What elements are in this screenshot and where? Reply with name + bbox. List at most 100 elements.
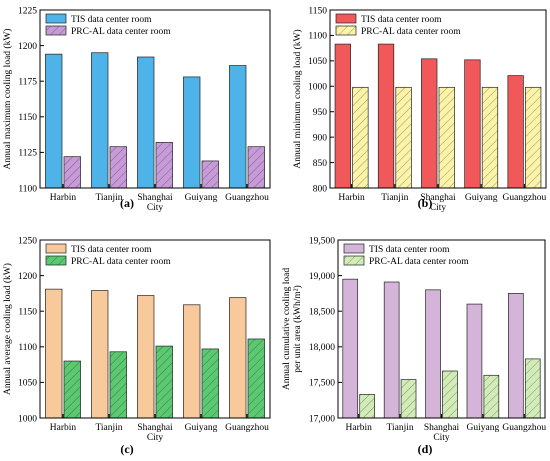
bar-d-s0-2 <box>425 289 441 419</box>
x-tick-label: Guiyang <box>185 423 218 433</box>
y-tick-label: 1125 <box>18 149 37 159</box>
plot-frame <box>39 9 271 189</box>
chart-c: 1000 1050 1100 1150 1200 1250 Harbin Tianjin Sha… <box>2 236 271 456</box>
bar-b-s0-0 <box>334 43 351 189</box>
chart-d: 17,000 17,500 18,000 18,500 19,000 19,500 Harb… <box>282 236 546 456</box>
x-tick-label: Harbin <box>338 193 365 203</box>
y-tick-label: 1050 <box>308 57 327 67</box>
x-tick-label: Tianjin <box>381 193 408 203</box>
bar-a-s0-2 <box>137 56 155 189</box>
x-tick-label: Guangzhou <box>225 423 269 433</box>
x-tick-label: Tianjin <box>387 423 414 433</box>
y-axis-label: Annual cumulative cooling loadper unit a… <box>282 268 303 390</box>
legend-swatch <box>45 243 67 254</box>
y-tick-label: 1100 <box>18 343 37 353</box>
x-tick-label: Tianjin <box>95 423 122 433</box>
bar-a-s1-3 <box>201 160 219 189</box>
bar-d-s0-4 <box>508 293 524 419</box>
y-tick-label: 1150 <box>18 308 37 318</box>
bar-b-s1-3 <box>481 86 499 189</box>
y-tick-label: 1225 <box>18 6 37 16</box>
y-tick-label: 1150 <box>308 6 327 16</box>
plot-frame <box>337 239 546 419</box>
bar-a-s1-0 <box>63 156 81 189</box>
plot-frame <box>39 239 271 419</box>
bar-c-s1-4 <box>247 338 265 419</box>
y-tick-label: 1000 <box>308 83 327 93</box>
y-tick-label: 850 <box>313 159 328 169</box>
legend-label: PRC-AL data center room <box>71 257 171 267</box>
y-tick-label: 800 <box>313 184 328 194</box>
y-tick-label: 1150 <box>18 113 37 123</box>
y-tick-label: 17,500 <box>309 379 335 389</box>
y-tick-label: 18,500 <box>309 308 335 318</box>
bar-d-s0-3 <box>466 303 483 419</box>
y-tick-label: 1000 <box>18 414 37 424</box>
y-tick-label: 18,000 <box>309 343 335 353</box>
bar-a-s0-1 <box>91 52 109 189</box>
bar-d-s1-4 <box>524 358 541 419</box>
chart-a: 1100 1125 1150 1175 1200 1225 Harbin Tianjin Sha… <box>2 6 271 213</box>
bar-c-s1-1 <box>109 351 127 419</box>
bar-d-s1-1 <box>400 379 417 419</box>
bar-b-s0-3 <box>464 59 481 189</box>
legend-swatch <box>343 255 365 266</box>
y-axis-label: Annual maximum cooling load (kW) <box>2 29 13 170</box>
bar-b-s0-2 <box>421 58 438 189</box>
x-tick-label: Guangzhou <box>502 423 546 433</box>
legend-swatch <box>343 243 365 254</box>
bar-a-s0-3 <box>183 76 201 189</box>
bar-c-s0-4 <box>229 297 247 419</box>
y-tick-label: 1100 <box>308 32 327 42</box>
chart-b: 800 850 900 950 1000 1050 1100 1150 Harbin Tianji… <box>292 6 547 213</box>
panel-label: (c) <box>120 442 133 456</box>
bar-d-s1-2 <box>442 370 458 419</box>
bar-a-s1-2 <box>155 142 173 189</box>
legend-swatch <box>335 13 357 24</box>
legend-label: PRC-AL data center room <box>369 257 469 267</box>
y-tick-label: 900 <box>313 133 328 143</box>
legend-swatch <box>45 25 67 36</box>
bar-b-s1-1 <box>395 86 412 189</box>
plot-frame <box>329 9 547 189</box>
bar-d-s0-1 <box>383 281 400 419</box>
x-tick-label: Shanghai City <box>137 423 173 443</box>
bar-b-s0-1 <box>377 43 395 189</box>
bar-c-s0-2 <box>137 295 155 419</box>
bar-c-s0-0 <box>45 288 63 419</box>
bar-c-s1-0 <box>63 360 81 419</box>
x-tick-label: Tianjin <box>95 193 122 203</box>
y-tick-label: 1050 <box>18 379 37 389</box>
bar-a-s0-0 <box>45 53 63 189</box>
legend-label: TIS data center room <box>361 15 442 25</box>
legend-label: PRC-AL data center room <box>361 27 461 37</box>
x-tick-label: Guiyang <box>467 423 500 433</box>
x-tick-label: Harbin <box>50 423 77 433</box>
x-tick-label: Guiyang <box>465 193 498 203</box>
x-tick-label: Harbin <box>346 423 373 433</box>
bar-a-s0-4 <box>229 65 247 189</box>
x-tick-label: Guiyang <box>185 193 218 203</box>
bar-b-s1-0 <box>352 86 369 189</box>
x-tick-label: Guangzhou <box>225 193 269 203</box>
x-tick-label: Shanghai City <box>420 193 456 213</box>
bar-d-s1-0 <box>359 394 375 419</box>
legend-swatch <box>45 255 67 266</box>
panel-label: (b) <box>418 196 433 210</box>
y-tick-label: 17,000 <box>309 414 335 424</box>
legend-swatch <box>45 13 67 24</box>
legend-label: TIS data center room <box>71 15 152 25</box>
legend-label: TIS data center room <box>71 245 152 255</box>
x-tick-label: Guangzhou <box>503 193 547 203</box>
y-tick-label: 1175 <box>18 78 37 88</box>
panel-label: (d) <box>418 442 433 456</box>
y-tick-label: 1250 <box>18 236 37 246</box>
y-tick-label: 950 <box>313 108 328 118</box>
y-axis-label: Annual average cooling load (kW) <box>2 263 13 395</box>
legend-label: TIS data center room <box>369 245 450 255</box>
bar-b-s1-2 <box>438 86 455 189</box>
bar-a-s1-1 <box>109 146 127 189</box>
bar-c-s1-2 <box>155 345 173 419</box>
y-axis-label: Annual minimum cooling load (kW) <box>292 29 303 168</box>
y-tick-label: 19,000 <box>309 272 335 282</box>
